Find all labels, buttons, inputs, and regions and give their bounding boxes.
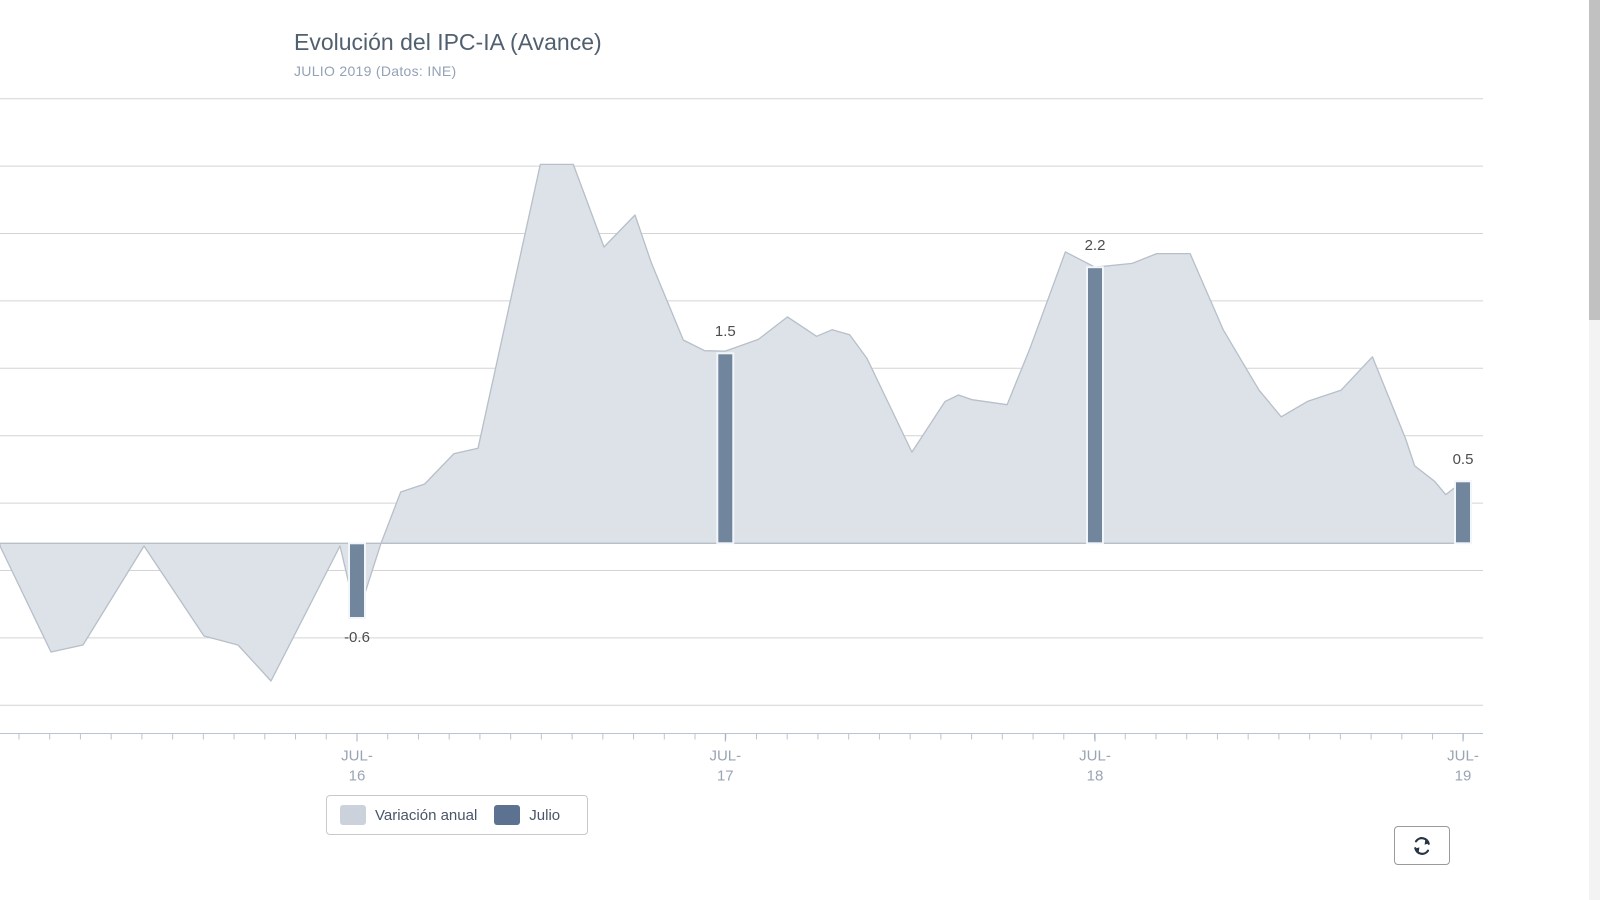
- svg-text:JUL-: JUL-: [341, 748, 373, 765]
- svg-text:19: 19: [1455, 768, 1472, 785]
- svg-text:0.5: 0.5: [1453, 451, 1474, 468]
- svg-text:2.2: 2.2: [1085, 237, 1106, 254]
- svg-text:1.5: 1.5: [715, 323, 736, 340]
- svg-text:-0.6: -0.6: [344, 629, 370, 646]
- svg-text:18: 18: [1087, 768, 1104, 785]
- svg-text:16: 16: [349, 768, 366, 785]
- svg-text:JUL-: JUL-: [709, 748, 741, 765]
- svg-text:JUL-: JUL-: [1079, 748, 1111, 765]
- svg-text:17: 17: [717, 768, 734, 785]
- svg-text:JUL-: JUL-: [1447, 748, 1479, 765]
